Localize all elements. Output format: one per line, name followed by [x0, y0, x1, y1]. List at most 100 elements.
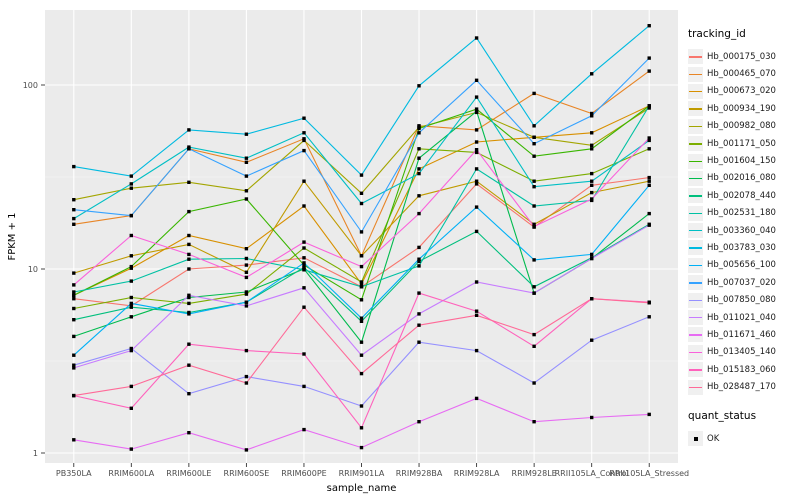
data-point — [417, 323, 421, 327]
data-point — [302, 116, 306, 120]
data-point — [417, 131, 421, 135]
data-point — [532, 291, 536, 295]
data-point — [72, 208, 76, 212]
data-point — [72, 222, 76, 226]
data-point — [590, 415, 594, 420]
data-point — [590, 143, 594, 147]
data-point — [590, 171, 594, 176]
data-point — [302, 286, 306, 290]
data-point — [302, 204, 306, 208]
data-point — [590, 72, 594, 76]
data-point — [590, 297, 594, 301]
data-point — [187, 267, 191, 271]
legend-key-icon — [688, 153, 703, 169]
legend-label: Hb_001171_050 — [707, 138, 776, 149]
data-point — [359, 285, 364, 289]
legend-item-Hb_002531_180: Hb_002531_180 — [688, 205, 800, 222]
data-point — [359, 201, 364, 206]
data-point — [129, 406, 133, 410]
data-point — [647, 183, 651, 187]
data-point — [244, 189, 249, 193]
data-point — [474, 205, 479, 209]
legend-label: Hb_000673_020 — [707, 86, 776, 97]
data-point — [129, 182, 133, 186]
data-point — [244, 448, 249, 452]
legend-label: OK — [707, 433, 720, 444]
data-point — [359, 340, 364, 344]
data-point — [244, 263, 249, 267]
data-point — [187, 145, 191, 149]
data-point — [417, 245, 421, 250]
data-point — [532, 222, 536, 226]
legend-key-icon — [688, 205, 703, 221]
legend-label: Hb_011671_460 — [707, 329, 776, 340]
legend-label: Hb_011021_040 — [707, 312, 776, 323]
data-point — [417, 211, 421, 216]
data-point — [359, 173, 364, 177]
data-point — [590, 190, 594, 195]
legend-item-Hb_000175_030: Hb_000175_030 — [688, 48, 800, 65]
data-point — [72, 198, 76, 202]
y-tick-label: 1 — [33, 449, 38, 458]
x-tick-label: RRII105LA_Control — [555, 469, 629, 478]
data-point — [417, 291, 421, 295]
legend-key-icon — [688, 170, 703, 186]
data-point — [647, 69, 651, 73]
legend-label: Hb_007037_020 — [707, 277, 776, 288]
data-point — [474, 78, 479, 82]
data-point — [129, 305, 133, 309]
data-point — [244, 300, 249, 304]
legend-item-Hb_011021_040: Hb_011021_040 — [688, 309, 800, 326]
x-tick-label: RRIM928BA — [396, 469, 443, 478]
data-point — [474, 179, 479, 183]
legend-item-Hb_000465_070: Hb_000465_070 — [688, 65, 800, 82]
data-point — [72, 290, 76, 294]
data-point — [129, 346, 133, 351]
data-point — [129, 447, 133, 451]
data-point — [72, 334, 76, 339]
data-point — [187, 242, 191, 247]
x-axis-title: sample_name — [327, 483, 397, 494]
legend-key-icon — [688, 362, 703, 378]
data-point — [532, 124, 536, 128]
data-point — [417, 156, 421, 160]
legend-label: Hb_002016_080 — [707, 173, 776, 184]
data-point — [647, 136, 651, 140]
data-point — [417, 167, 421, 171]
data-point — [244, 374, 249, 379]
data-point — [474, 313, 479, 317]
data-point — [647, 147, 651, 151]
series-points — [72, 24, 651, 452]
data-point — [474, 148, 479, 152]
data-point — [187, 209, 191, 214]
data-point — [359, 264, 364, 269]
x-tick-label: RRIM600SE — [224, 469, 270, 478]
data-point — [590, 338, 594, 342]
legend-label: Hb_002078_440 — [707, 190, 776, 201]
data-point — [129, 213, 133, 218]
data-point — [647, 301, 651, 305]
data-point — [244, 156, 249, 160]
data-point — [474, 150, 479, 155]
data-point — [302, 131, 306, 135]
data-point — [187, 392, 191, 396]
data-point — [72, 306, 76, 311]
data-point — [359, 353, 364, 357]
legend-key-icon — [688, 223, 703, 239]
data-point — [72, 297, 76, 301]
data-point — [244, 174, 249, 178]
data-point — [244, 247, 249, 251]
legend: tracking_id Hb_000175_030 Hb_000465_070 Hb… — [688, 28, 800, 447]
data-point — [474, 107, 479, 111]
legend-key-icon — [688, 327, 703, 343]
y-axis-title: FPKM + 1 — [7, 212, 18, 260]
data-point — [72, 271, 76, 275]
data-point — [590, 183, 594, 187]
legend-label: Hb_003360_040 — [707, 225, 776, 236]
data-point — [302, 240, 306, 244]
data-point — [359, 316, 364, 320]
data-point — [417, 147, 421, 151]
legend-key-icon — [688, 188, 703, 204]
legend-key-icon — [688, 118, 703, 134]
